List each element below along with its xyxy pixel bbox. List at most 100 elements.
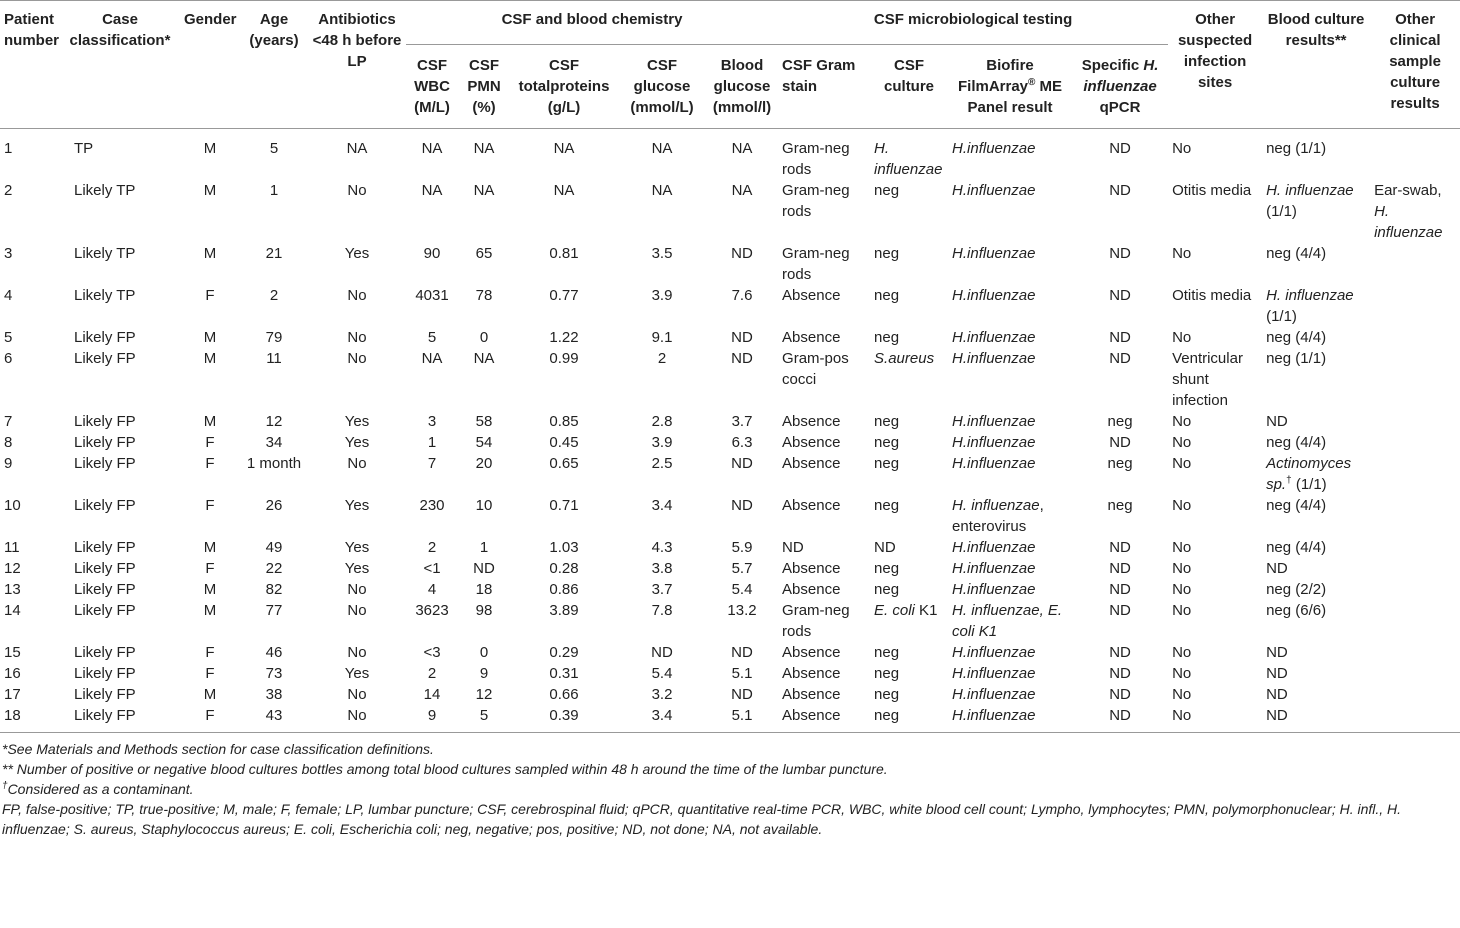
table-cell: Likely FP — [60, 411, 180, 432]
text: Yes — [344, 245, 370, 262]
italic-text: H.influenzae — [952, 455, 1036, 472]
table-cell: 3623 — [406, 600, 458, 642]
table-cell: 3.89 — [510, 600, 618, 642]
italic-text: H.influenzae — [952, 350, 1036, 367]
text: Ventricular shunt infection — [1172, 350, 1243, 409]
text: Gram-pos cocci — [782, 350, 849, 388]
text: 12 — [265, 413, 283, 430]
group-header: CSF microbiological testing — [778, 0, 1169, 45]
text: M — [203, 539, 217, 556]
table-cell: NA — [706, 129, 778, 181]
table-cell: F — [180, 663, 240, 684]
column-header: Age (years) — [240, 0, 308, 129]
text: 5.4 — [651, 665, 673, 682]
table-cell — [1370, 348, 1460, 411]
text: No — [1172, 434, 1192, 451]
table-cell: 98 — [458, 600, 510, 642]
table-cell: neg — [870, 642, 948, 663]
table-cell: NA — [406, 180, 458, 243]
italic-text: H.influenzae — [952, 434, 1036, 451]
table-cell: H.influenzae — [948, 180, 1072, 243]
table-row: 9 Likely FP F 1 month No 7 20 0.65 2.5 ND Absence n… — [0, 453, 1460, 495]
group-header: CSF and blood chemistry — [406, 0, 779, 45]
text: NA — [731, 182, 753, 199]
text: 7.8 — [651, 602, 673, 619]
table-cell: 5.4 — [706, 579, 778, 600]
italic-text: H.influenzae — [952, 539, 1036, 556]
column-header: Blood culture results** — [1262, 0, 1371, 129]
table-cell: 65 — [458, 243, 510, 285]
table-cell: ND — [706, 243, 778, 285]
table-row: 2 Likely TP M 1 No NA NA NA NA NA Gram-neg rods neg… — [0, 180, 1460, 243]
text: 12 — [4, 560, 21, 577]
text: Patient number — [4, 11, 60, 49]
table-cell: H.influenzae — [948, 705, 1073, 733]
text: Other suspected infection sites — [1177, 11, 1253, 91]
table-cell: 3.7 — [706, 411, 778, 432]
text: Otitis media — [1172, 287, 1252, 304]
text: 16 — [4, 665, 21, 682]
table-cell: 230 — [406, 495, 458, 537]
text: 38 — [265, 686, 283, 703]
text: 0.66 — [549, 686, 579, 703]
column-header: CSF glucose (mmol/L) — [618, 44, 706, 129]
text: F — [205, 497, 215, 514]
text: 7 — [427, 455, 437, 472]
table-cell: ND — [1072, 285, 1168, 327]
text: neg — [874, 182, 900, 199]
table-cell: 14 — [406, 684, 458, 705]
table-cell: Gram-neg rods — [778, 180, 870, 243]
table-cell: No — [308, 642, 406, 663]
table-cell: NA — [618, 129, 706, 181]
table-cell: ND — [1072, 327, 1168, 348]
table-cell: No — [1168, 495, 1262, 537]
table-cell: Gram-neg rods — [778, 243, 870, 285]
table-cell: 2 — [406, 537, 458, 558]
italic-text: H. influenzae — [1374, 203, 1443, 241]
text: F — [205, 287, 215, 304]
text: 1 month — [246, 455, 302, 472]
text: F — [205, 434, 215, 451]
text: NA — [421, 140, 443, 157]
table-cell: 4.3 — [618, 537, 706, 558]
text: No — [347, 602, 367, 619]
text: 5.9 — [731, 539, 753, 556]
table-cell — [1370, 411, 1460, 432]
text: Absence — [782, 581, 841, 598]
table-cell: No — [1168, 642, 1262, 663]
table-cell: H.influenzae — [948, 285, 1072, 327]
table-cell: 20 — [458, 453, 510, 495]
column-header: Patient number — [0, 0, 60, 129]
text: 10 — [4, 497, 21, 514]
text: ND — [731, 455, 753, 472]
column-header: Blood glucose (mmol/l) — [706, 44, 779, 129]
table-cell: M — [180, 684, 240, 705]
table-cell: Likely FP — [60, 684, 180, 705]
text: 2.8 — [651, 413, 673, 430]
table-cell: 78 — [458, 285, 510, 327]
text: 0.99 — [549, 350, 579, 367]
table-cell: 5.1 — [706, 663, 778, 684]
table-cell: Absence — [778, 579, 870, 600]
table-cell: neg (4/4) — [1262, 327, 1370, 348]
superscript: † — [1286, 475, 1292, 486]
table-cell: ND — [1072, 537, 1168, 558]
text: Likely FP — [74, 455, 136, 472]
table-cell: H.influenzae — [948, 432, 1072, 453]
table-cell: H.influenzae — [948, 129, 1072, 181]
text: 17 — [4, 686, 21, 703]
table-cell: 4031 — [406, 285, 458, 327]
text: No — [1172, 665, 1192, 682]
table-cell: NA — [706, 180, 778, 243]
table-cell: NA — [510, 180, 618, 243]
text: 78 — [475, 287, 493, 304]
text: 0.71 — [549, 497, 579, 514]
table-cell: NA — [406, 348, 458, 411]
table-cell — [1370, 642, 1460, 663]
text: 0.65 — [549, 455, 579, 472]
text: 5 — [4, 329, 13, 346]
table-row: 11 Likely FP M 49 Yes 2 1 1.03 4.3 5.9 ND ND H.influ… — [0, 537, 1460, 558]
italic-text: H. influenzae — [874, 140, 943, 178]
table-cell: 12 — [0, 558, 60, 579]
table-cell: 6 — [0, 348, 60, 411]
